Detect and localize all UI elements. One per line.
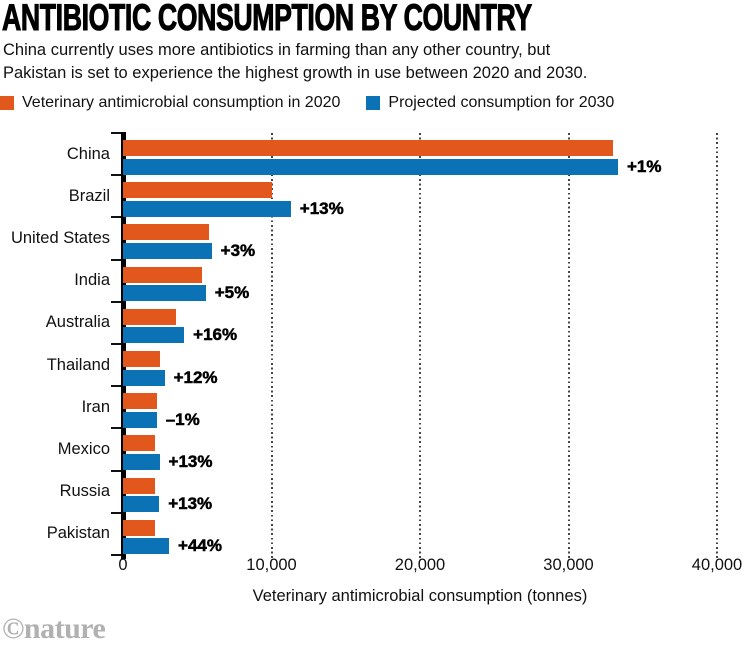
growth-label-russia: +13% [168,494,213,514]
chart-row-united-states: +3% [123,217,717,261]
category-label-india: India [74,271,110,290]
category-label-china: China [66,144,110,163]
x-tick-label-40000: 40,000 [691,556,743,574]
growth-label-india: +5% [214,283,250,303]
y-axis-tick-4 [111,300,121,303]
bar-2020-thailand [123,351,161,367]
category-label-iran: Iran [81,397,110,416]
x-axis-title: Veterinary antimicrobial consumption (to… [252,587,588,605]
y-axis-ticks [111,132,121,556]
growth-label-thailand: +12% [173,367,218,387]
bar-2020-brazil [123,182,272,199]
y-axis-tick-5 [111,343,121,345]
y-axis-tick-10 [111,554,121,556]
legend-swatch-2030-icon [366,96,381,110]
legend-item-2020: Veterinary antimicrobial consumption in … [0,94,340,112]
y-axis [120,132,126,559]
y-axis-tick-2 [111,216,121,219]
growth-label-mexico: +13% [168,451,213,472]
chart-row-mexico: +13% [123,428,717,472]
x-tick-label-30000: 30,000 [543,556,594,574]
y-axis-tick-9 [111,511,121,514]
chart-row-australia: +16% [123,302,717,345]
x-tick-label-10000: 10,000 [246,556,297,574]
bar-2030-thailand [123,369,165,386]
bar-2030-china [123,158,618,175]
growth-label-china: +1% [626,156,662,176]
category-label-pakistan: Pakistan [46,524,110,543]
bar-2020-australia [123,308,176,325]
category-label-brazil: Brazil [68,186,110,205]
legend-label-2020: Veterinary antimicrobial consumption in … [22,94,341,111]
bar-2030-india [123,285,206,302]
bar-2020-india [123,266,202,283]
bar-2020-united-states [123,224,210,241]
gridline-20000 [419,133,421,559]
bar-chart: China Brazil United States India Australia Th… [0,132,751,559]
plot-area: +1% +13% +3% +5% +16% +12% –1% +13% +13% +44% [123,133,718,559]
x-tick-label-0: 0 [118,556,128,574]
chart-subtitle: China currently uses more antibiotics in… [3,39,587,85]
legend-item-2030: Projected consumption for 2030 [366,94,614,112]
growth-label-united-states: +3% [220,240,256,261]
bar-2030-brazil [123,200,291,217]
gridline-30000 [567,133,570,559]
chart-row-iran: –1% [123,386,717,429]
x-axis-labels: 0 10,000 20,000 30,000 40,000 [118,556,742,576]
category-label-mexico: Mexico [57,439,110,458]
subtitle-line-1: China currently uses more antibiotics in… [3,41,551,59]
growth-label-pakistan: +44% [178,536,222,556]
chart-row-pakistan: +44% [123,513,717,556]
bar-2020-pakistan [123,519,155,536]
bar-2020-russia [123,477,156,494]
chart-row-russia: +13% [123,471,717,513]
page-title-text: ANTIBIOTIC CONSUMPTION BY COUNTRY [2,0,533,38]
bar-2020-iran [123,393,158,410]
y-axis-tick-7 [111,427,121,430]
legend-swatch-2020-icon [0,96,14,110]
bar-2030-russia [123,496,160,513]
bar-2030-pakistan [123,538,170,555]
bar-2030-australia [123,327,185,344]
growth-label-brazil: +13% [299,198,344,218]
category-label-united-states: United States [10,228,110,247]
legend: Veterinary antimicrobial consumption in … [0,94,614,112]
y-axis-tick-8 [111,469,121,472]
chart-row-india: +5% [123,260,717,302]
growth-label-australia: +16% [193,325,238,345]
y-axis-tick-0 [111,132,121,134]
y-axis-tick-6 [111,385,121,388]
legend-label-2030: Projected consumption for 2030 [388,94,615,111]
chart-row-china: +1% [123,133,717,176]
bar-2030-mexico [123,453,160,470]
gridline-10000 [270,133,273,559]
category-label-australia: Australia [45,313,110,332]
chart-row-brazil: +13% [123,175,717,218]
category-labels: China Brazil United States India Australia Th… [0,133,110,555]
nature-logo: ©nature [2,612,106,645]
chart-row-thailand: +12% [123,344,717,387]
page-title: ANTIBIOTIC CONSUMPTION BY COUNTRY [2,0,738,38]
bar-2020-china [123,140,614,156]
y-axis-tick-1 [111,174,121,177]
growth-label-iran: –1% [165,409,200,429]
bar-2020-mexico [123,435,156,452]
category-label-thailand: Thailand [46,355,110,374]
y-axis-tick-3 [111,258,121,261]
bar-2030-iran [123,411,157,428]
gridline-40000 [716,133,718,559]
subtitle-line-2: Pakistan is set to experience the highes… [3,64,588,82]
x-tick-label-20000: 20,000 [394,556,446,574]
category-label-russia: Russia [59,482,110,501]
bar-2030-united-states [123,242,212,259]
